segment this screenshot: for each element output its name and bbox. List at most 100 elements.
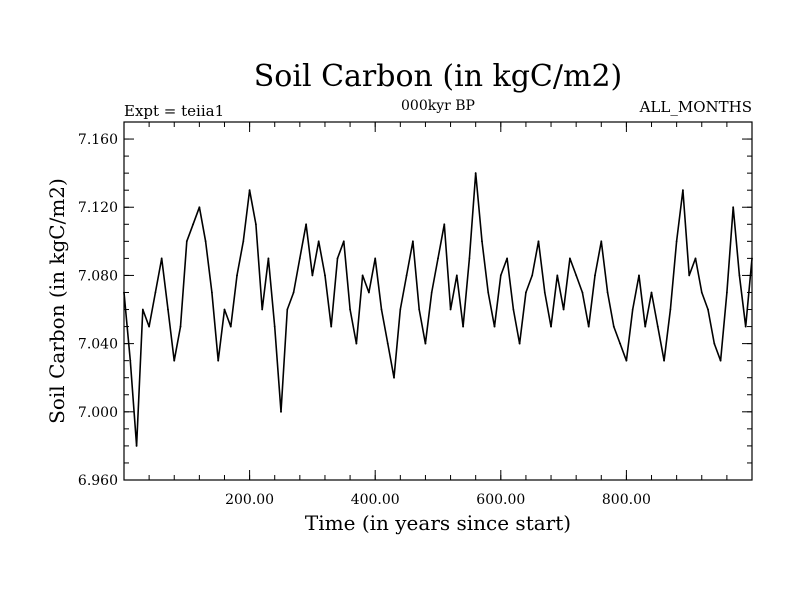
- data-point: [273, 325, 276, 328]
- chart-title: Soil Carbon (in kgC/m2): [254, 59, 622, 94]
- y-tick-label: 7.040: [78, 337, 118, 353]
- data-point: [267, 257, 270, 260]
- data-point: [229, 325, 232, 328]
- data-point: [487, 291, 490, 294]
- data-point: [330, 325, 333, 328]
- data-point: [173, 359, 176, 362]
- data-point: [443, 223, 446, 226]
- y-tick-label: 7.120: [78, 200, 118, 216]
- data-point: [474, 172, 477, 175]
- data-point: [493, 325, 496, 328]
- axis-ticks: [124, 121, 752, 481]
- series-line: [123, 172, 753, 447]
- data-point: [355, 342, 358, 345]
- data-point: [600, 240, 603, 243]
- data-point: [499, 274, 502, 277]
- data-point: [581, 291, 584, 294]
- data-point: [694, 257, 697, 260]
- data-point: [386, 342, 389, 345]
- data-point: [217, 359, 220, 362]
- data-point: [411, 240, 414, 243]
- y-tick-label: 7.080: [78, 268, 118, 284]
- data-point: [135, 445, 138, 447]
- data-point: [550, 325, 552, 328]
- data-point: [179, 325, 182, 328]
- data-point: [160, 257, 163, 260]
- data-point: [223, 308, 226, 311]
- data-point: [261, 308, 264, 311]
- data-point: [506, 257, 508, 260]
- data-point: [518, 342, 521, 345]
- data-point: [713, 342, 716, 345]
- experiment-label: Expt = teiia1: [124, 102, 224, 120]
- y-axis-label: Soil Carbon (in kgC/m2): [45, 178, 69, 424]
- data-point: [594, 274, 596, 277]
- x-tick-label: 600.00: [476, 492, 525, 508]
- data-point: [242, 240, 245, 243]
- data-point: [449, 308, 452, 311]
- data-point: [405, 274, 408, 277]
- data-point: [725, 291, 728, 294]
- data-point: [562, 308, 565, 311]
- y-tick-label: 7.160: [78, 132, 118, 148]
- data-point: [707, 308, 709, 311]
- data-point: [254, 223, 257, 226]
- data-point: [462, 325, 465, 328]
- data-point: [543, 291, 546, 294]
- data-point: [481, 240, 483, 243]
- data-point: [525, 291, 527, 294]
- series-group: [123, 172, 753, 447]
- data-point: [280, 410, 282, 413]
- y-tick-labels: 6.960 7.000 7.040 7.080 7.120 7.160: [78, 132, 118, 489]
- data-point: [650, 291, 653, 294]
- data-point: [468, 257, 471, 260]
- data-point: [298, 257, 301, 260]
- data-point: [512, 308, 515, 311]
- data-point: [211, 291, 213, 294]
- data-point: [700, 291, 703, 294]
- data-point: [625, 359, 628, 362]
- plot-frame: [123, 121, 753, 481]
- data-point: [575, 274, 578, 277]
- data-point: [129, 359, 132, 362]
- x-tick-label: 400.00: [351, 492, 400, 508]
- x-axis-label: Time (in years since start): [305, 511, 571, 535]
- data-point: [587, 325, 590, 328]
- data-point: [537, 240, 540, 243]
- data-point: [669, 308, 672, 311]
- data-point: [311, 274, 314, 277]
- data-point: [424, 342, 427, 345]
- x-tick-label: 200.00: [225, 492, 274, 508]
- data-point: [399, 308, 402, 311]
- data-point: [236, 274, 238, 277]
- data-point: [612, 325, 615, 328]
- data-point: [185, 240, 188, 243]
- data-point: [324, 274, 326, 277]
- data-point: [167, 308, 169, 311]
- data-point: [305, 223, 308, 226]
- data-point: [342, 240, 345, 243]
- data-point: [198, 206, 201, 209]
- data-point: [455, 274, 458, 277]
- data-point: [204, 240, 207, 243]
- data-point: [336, 257, 339, 260]
- data-point: [606, 291, 609, 294]
- data-point: [393, 376, 395, 379]
- data-point: [751, 257, 753, 260]
- y-tick-label: 7.000: [78, 405, 118, 421]
- data-point: [317, 240, 320, 243]
- data-point: [568, 257, 571, 260]
- y-tick-label: 6.960: [78, 473, 118, 489]
- data-point: [631, 308, 634, 311]
- data-point: [123, 291, 125, 294]
- data-point: [619, 342, 622, 345]
- data-point: [719, 359, 722, 362]
- data-point: [663, 359, 665, 362]
- months-label: ALL_MONTHS: [639, 98, 752, 116]
- data-point: [688, 274, 691, 277]
- data-point: [286, 308, 289, 311]
- data-point: [418, 308, 421, 311]
- data-point: [638, 274, 640, 277]
- data-point: [675, 240, 678, 243]
